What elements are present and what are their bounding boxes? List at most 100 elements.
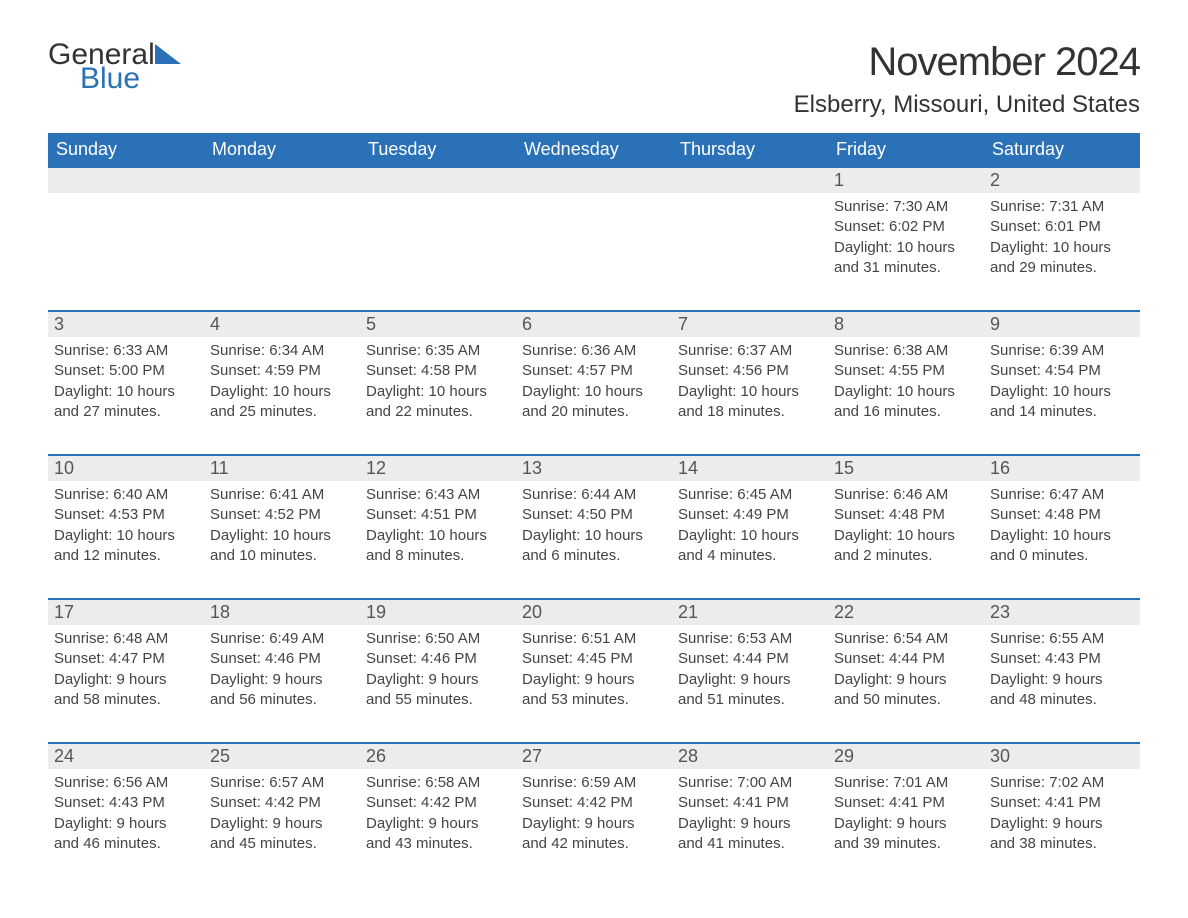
sunset-line: Sunset: 4:57 PM xyxy=(522,361,668,381)
sunset-line: Sunset: 5:00 PM xyxy=(54,361,200,381)
day-cell: 23Sunrise: 6:55 AMSunset: 4:43 PMDayligh… xyxy=(984,600,1140,728)
day-cell: 7Sunrise: 6:37 AMSunset: 4:56 PMDaylight… xyxy=(672,312,828,440)
sunset-line: Sunset: 4:49 PM xyxy=(678,505,824,525)
daylight-line-1: Daylight: 9 hours xyxy=(522,814,668,834)
sunrise-line: Sunrise: 6:47 AM xyxy=(990,485,1136,505)
sunrise-line: Sunrise: 6:51 AM xyxy=(522,629,668,649)
day-number: 4 xyxy=(204,312,360,337)
daylight-line-1: Daylight: 10 hours xyxy=(990,526,1136,546)
day-cell: . xyxy=(672,168,828,296)
day-cell: 11Sunrise: 6:41 AMSunset: 4:52 PMDayligh… xyxy=(204,456,360,584)
daylight-line-2: and 16 minutes. xyxy=(834,402,980,422)
sunset-line: Sunset: 4:45 PM xyxy=(522,649,668,669)
sunset-line: Sunset: 4:54 PM xyxy=(990,361,1136,381)
daylight-line-1: Daylight: 10 hours xyxy=(54,526,200,546)
day-cell: 13Sunrise: 6:44 AMSunset: 4:50 PMDayligh… xyxy=(516,456,672,584)
sunrise-line: Sunrise: 6:53 AM xyxy=(678,629,824,649)
sunrise-line: Sunrise: 6:37 AM xyxy=(678,341,824,361)
week-row: 10Sunrise: 6:40 AMSunset: 4:53 PMDayligh… xyxy=(48,454,1140,584)
day-number: 28 xyxy=(672,744,828,769)
day-cell: . xyxy=(48,168,204,296)
day-cell: 19 Sunrise: 6:50 AMSunset: 4:46 PMDayligh… xyxy=(360,600,516,728)
day-cell: 17Sunrise: 6:48 AMSunset: 4:47 PMDayligh… xyxy=(48,600,204,728)
day-body: Sunrise: 6:37 AMSunset: 4:56 PMDaylight:… xyxy=(676,341,824,422)
sunrise-line: Sunrise: 6:54 AM xyxy=(834,629,980,649)
sunrise-line: Sunrise: 6:59 AM xyxy=(522,773,668,793)
day-of-week-header: SundayMondayTuesdayWednesdayThursdayFrid… xyxy=(48,133,1140,166)
day-number: 11 xyxy=(204,456,360,481)
daylight-line-1: Daylight: 10 hours xyxy=(522,382,668,402)
day-number: 26 xyxy=(360,744,516,769)
header: General Blue November 2024 Elsberry, Mis… xyxy=(48,40,1140,119)
day-cell: 3Sunrise: 6:33 AMSunset: 5:00 PMDaylight… xyxy=(48,312,204,440)
daylight-line-1: Daylight: 9 hours xyxy=(54,814,200,834)
sunrise-line: Sunrise: 6:41 AM xyxy=(210,485,356,505)
day-number: 30 xyxy=(984,744,1140,769)
daylight-line-1: Daylight: 10 hours xyxy=(678,382,824,402)
day-cell: 2Sunrise: 7:31 AMSunset: 6:01 PMDaylight… xyxy=(984,168,1140,296)
daylight-line-1: Daylight: 10 hours xyxy=(522,526,668,546)
day-cell: 15Sunrise: 6:46 AMSunset: 4:48 PMDayligh… xyxy=(828,456,984,584)
day-body: Sunrise: 6:50 AMSunset: 4:46 PMDaylight:… xyxy=(364,629,512,710)
daylight-line-1: Daylight: 9 hours xyxy=(834,814,980,834)
daylight-line-2: and 39 minutes. xyxy=(834,834,980,854)
sunset-line: Sunset: 4:56 PM xyxy=(678,361,824,381)
daylight-line-2: and 6 minutes. xyxy=(522,546,668,566)
day-body: Sunrise: 6:39 AMSunset: 4:54 PMDaylight:… xyxy=(988,341,1136,422)
daylight-line-1: Daylight: 9 hours xyxy=(210,670,356,690)
day-number: 25 xyxy=(204,744,360,769)
sunrise-line: Sunrise: 6:43 AM xyxy=(366,485,512,505)
day-cell: 14Sunrise: 6:45 AMSunset: 4:49 PMDayligh… xyxy=(672,456,828,584)
day-cell: 6Sunrise: 6:36 AMSunset: 4:57 PMDaylight… xyxy=(516,312,672,440)
day-body: Sunrise: 6:33 AMSunset: 5:00 PMDaylight:… xyxy=(52,341,200,422)
sunset-line: Sunset: 4:44 PM xyxy=(834,649,980,669)
day-number: . xyxy=(516,168,672,193)
sunset-line: Sunset: 4:53 PM xyxy=(54,505,200,525)
daylight-line-2: and 45 minutes. xyxy=(210,834,356,854)
day-body: Sunrise: 6:43 AMSunset: 4:51 PMDaylight:… xyxy=(364,485,512,566)
sunset-line: Sunset: 4:58 PM xyxy=(366,361,512,381)
sunrise-line: Sunrise: 6:45 AM xyxy=(678,485,824,505)
daylight-line-2: and 29 minutes. xyxy=(990,258,1136,278)
logo-flag-icon xyxy=(155,44,181,64)
sunrise-line: Sunrise: 6:35 AM xyxy=(366,341,512,361)
day-body: Sunrise: 6:36 AMSunset: 4:57 PMDaylight:… xyxy=(520,341,668,422)
sunrise-line: Sunrise: 6:34 AM xyxy=(210,341,356,361)
sunset-line: Sunset: 4:44 PM xyxy=(678,649,824,669)
sunset-line: Sunset: 4:43 PM xyxy=(990,649,1136,669)
daylight-line-1: Daylight: 10 hours xyxy=(366,526,512,546)
day-of-week-cell: Saturday xyxy=(984,133,1140,166)
day-body: Sunrise: 6:38 AMSunset: 4:55 PMDaylight:… xyxy=(832,341,980,422)
day-number: 8 xyxy=(828,312,984,337)
day-of-week-cell: Thursday xyxy=(672,133,828,166)
sunset-line: Sunset: 4:46 PM xyxy=(210,649,356,669)
day-number: 17 xyxy=(48,600,204,625)
sunset-line: Sunset: 4:55 PM xyxy=(834,361,980,381)
day-number: 19 xyxy=(360,600,516,625)
sunset-line: Sunset: 4:43 PM xyxy=(54,793,200,813)
day-number: 18 xyxy=(204,600,360,625)
week-row: 3Sunrise: 6:33 AMSunset: 5:00 PMDaylight… xyxy=(48,310,1140,440)
logo: General Blue xyxy=(48,40,181,94)
day-number: 13 xyxy=(516,456,672,481)
daylight-line-1: Daylight: 10 hours xyxy=(834,238,980,258)
sunrise-line: Sunrise: 6:46 AM xyxy=(834,485,980,505)
day-number: 27 xyxy=(516,744,672,769)
daylight-line-2: and 48 minutes. xyxy=(990,690,1136,710)
day-number: 20 xyxy=(516,600,672,625)
daylight-line-1: Daylight: 10 hours xyxy=(54,382,200,402)
day-cell: 29Sunrise: 7:01 AMSunset: 4:41 PMDayligh… xyxy=(828,744,984,872)
sunset-line: Sunset: 4:50 PM xyxy=(522,505,668,525)
daylight-line-2: and 58 minutes. xyxy=(54,690,200,710)
day-of-week-cell: Friday xyxy=(828,133,984,166)
day-cell: 30Sunrise: 7:02 AMSunset: 4:41 PMDayligh… xyxy=(984,744,1140,872)
day-body: Sunrise: 6:54 AMSunset: 4:44 PMDaylight:… xyxy=(832,629,980,710)
day-body: Sunrise: 6:34 AMSunset: 4:59 PMDaylight:… xyxy=(208,341,356,422)
daylight-line-1: Daylight: 9 hours xyxy=(210,814,356,834)
day-cell: 1Sunrise: 7:30 AMSunset: 6:02 PMDaylight… xyxy=(828,168,984,296)
daylight-line-2: and 41 minutes. xyxy=(678,834,824,854)
day-cell: 22Sunrise: 6:54 AMSunset: 4:44 PMDayligh… xyxy=(828,600,984,728)
day-body: Sunrise: 7:31 AMSunset: 6:01 PMDaylight:… xyxy=(988,197,1136,278)
sunrise-line: Sunrise: 6:48 AM xyxy=(54,629,200,649)
daylight-line-2: and 25 minutes. xyxy=(210,402,356,422)
